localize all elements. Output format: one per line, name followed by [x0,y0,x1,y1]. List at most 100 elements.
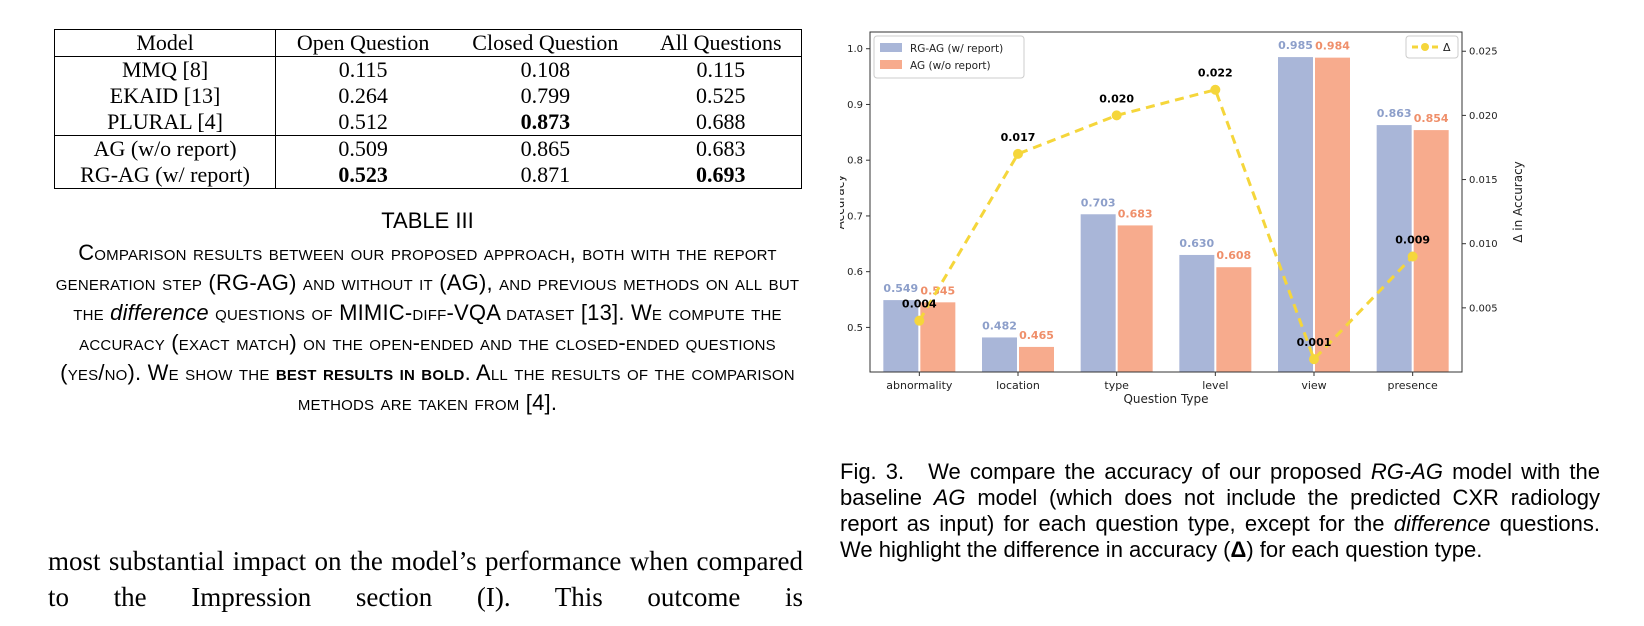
figure-number: Fig. 3. [840,459,905,484]
cell-model: PLURAL [4] [54,109,277,136]
y-tick-label: 0.5 [847,323,863,334]
bar-ag [920,302,956,372]
plot-frame [869,31,1463,373]
legend-swatch-ag [880,60,902,69]
y2-tick-label: 0.010 [1469,239,1498,250]
bar-value-label: 0.465 [1019,329,1054,342]
cell-all: 0.115 [696,57,746,82]
bar-ag [1117,225,1153,372]
cell-closed: 0.871 [520,162,571,187]
bar-value-label: 0.608 [1216,249,1251,262]
bar-value-label: 0.703 [1081,196,1116,209]
delta-symbol: Δ [1230,537,1247,562]
header-all-questions: All Questions [640,29,802,57]
bar-ag [1019,346,1054,372]
table-caption: Comparison results between our proposed … [40,238,815,418]
body-paragraph: most substantial impact on the model’s p… [48,546,803,612]
cell-model: AG (w/o report) [54,135,277,162]
delta-value-label: 0.017 [1001,131,1036,144]
table-row: MMQ [8] 0.115 0.108 0.115 [54,56,802,83]
table-row: PLURAL [4] 0.512 0.873 0.688 [54,109,802,136]
table-row: RG-AG (w/ report) 0.523 0.871 0.693 [54,162,802,189]
delta-value-label: 0.020 [1099,92,1134,105]
delta-value-label: 0.001 [1297,336,1332,349]
legend-box [873,35,1025,79]
y-tick-label: 0.6 [847,267,863,278]
bar-rgag [1080,214,1116,372]
x-tick-label: type [1104,379,1129,392]
caption-italic: difference [110,300,209,325]
caption-bold: best results in bold [275,360,465,385]
caption-text: Comparison results between our proposed … [55,240,800,325]
cell-open: 0.509 [275,135,451,162]
header-model: Model [54,29,277,57]
bar-rgag [1278,57,1313,372]
y-tick-label: 0.9 [847,100,863,111]
x-tick-label: location [996,379,1040,392]
bar-value-label: 0.854 [1414,112,1449,125]
caption-text: model with the baseline [840,459,1601,510]
cell-open: 0.115 [338,57,388,82]
bar-ag [1216,267,1252,372]
cell-open: 0.264 [338,83,388,108]
bar-rgag [982,337,1017,372]
table-header-row: Model Open Question Closed Question All … [54,29,802,57]
delta-point [914,315,925,326]
bar-ag [1315,57,1350,372]
y-tick-label: 1.0 [847,44,863,55]
cell-all: 0.525 [696,83,746,108]
header-open-question: Open Question [275,29,451,57]
y-axis-label: Accuracy [840,175,847,230]
legend-label-delta: Δ [1443,41,1451,54]
delta-value-label: 0.022 [1198,67,1233,80]
cell-closed: 0.865 [450,135,641,162]
bar-value-label: 0.482 [982,319,1017,332]
delta-point [1309,354,1319,365]
x-tick-label: abnormality [886,379,953,392]
delta-point [1111,110,1122,121]
cell-all: 0.693 [696,162,746,187]
cell-all: 0.683 [640,135,802,162]
results-table: Model Open Question Closed Question All … [54,29,802,189]
cell-model: MMQ [8] [54,56,277,83]
caption-text: questions. We highlight the difference i… [840,511,1600,562]
table-row: EKAID [13] 0.264 0.799 0.525 [54,83,802,109]
caption-text: questions of MIMIC-diff-VQA dataset [13]… [60,300,782,385]
bar-rgag [1179,254,1215,372]
legend-label-ag: AG (w/o report) [910,60,991,72]
cell-closed: 0.108 [520,57,571,82]
delta-point [1013,148,1023,159]
bar-value-label: 0.630 [1179,237,1214,250]
cell-open: 0.523 [338,162,388,187]
table-row: AG (w/o report) 0.509 0.865 0.683 [54,135,802,162]
table-label: TABLE III [381,208,474,233]
bar-value-label: 0.549 [883,282,918,295]
y2-tick-label: 0.025 [1469,47,1498,58]
x-tick-label: view [1301,379,1326,392]
cell-all: 0.688 [696,109,746,134]
caption-italic: difference [1393,511,1491,536]
y2-axis-label: Δ in Accuracy [1511,161,1525,243]
caption-italic: AG [933,485,966,510]
figure-caption: Fig. 3. We compare the accuracy of our pr… [840,459,1600,563]
cell-model: EKAID [13] [54,83,277,109]
bar-value-label: 0.984 [1315,40,1350,53]
bar-ag [1413,130,1449,372]
caption-italic: RG-AG [1370,459,1443,484]
x-axis-label: Question Type [1123,392,1208,406]
bar-value-label: 0.985 [1278,39,1313,52]
bar-rgag [1376,125,1412,372]
cell-open: 0.512 [338,109,388,134]
delta-point [1407,251,1418,262]
cell-closed: 0.799 [520,83,571,108]
delta-point [1210,84,1221,95]
bar-value-label: 0.683 [1118,207,1153,220]
caption-text: ) for each question type. [1246,537,1483,562]
legend-swatch-rgag [880,43,902,52]
caption-text: . All the results of the comparison meth… [297,360,795,415]
y2-tick-label: 0.015 [1469,175,1498,186]
caption-text: We compare the accuracy of our proposed [928,459,1371,484]
accuracy-chart: 0.5490.4820.7030.6300.9850.8630.5450.465… [840,31,1525,406]
y2-tick-label: 0.020 [1469,111,1498,122]
caption-text: model (which does not include the predic… [840,485,1600,536]
